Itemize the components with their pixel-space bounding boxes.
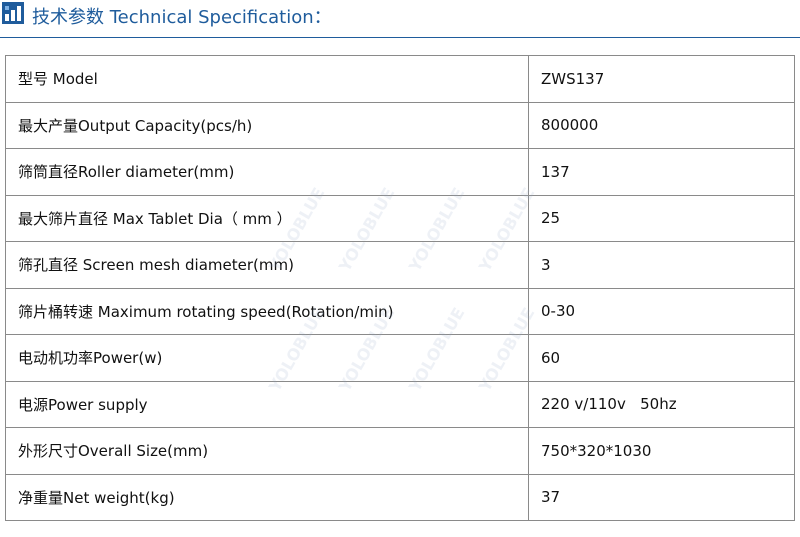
spec-row: 电动机功率Power(w) 60 (5, 334, 795, 382)
spec-name: 筛片桶转速 Maximum rotating speed(Rotation/mi… (5, 287, 529, 335)
spec-name: 最大产量Output Capacity(pcs/h) (5, 101, 529, 149)
spec-row: 筛片桶转速 Maximum rotating speed(Rotation/mi… (5, 287, 795, 335)
spec-name: 净重量Net weight(kg) (5, 473, 529, 521)
spec-name: 电动机功率Power(w) (5, 334, 529, 382)
spec-row: 净重量Net weight(kg) 37 (5, 473, 795, 521)
spec-value: ZWS137 (528, 55, 795, 103)
spec-value: 220 v/110v 50hz (528, 380, 795, 428)
spec-value: 25 (528, 194, 795, 242)
spec-row: 电源Power supply 220 v/110v 50hz (5, 380, 795, 428)
spec-value: 750*320*1030 (528, 427, 795, 475)
spec-value: 137 (528, 148, 795, 196)
spec-name: 筛筒直径Roller diameter(mm) (5, 148, 529, 196)
spec-name: 最大筛片直径 Max Tablet Dia（ mm ） (5, 194, 529, 242)
logo-icon (2, 2, 24, 24)
spec-row: 外形尺寸Overall Size(mm) 750*320*1030 (5, 427, 795, 475)
spec-value: 37 (528, 473, 795, 521)
spec-name: 电源Power supply (5, 380, 529, 428)
spec-value: 3 (528, 241, 795, 289)
spec-row: 筛筒直径Roller diameter(mm) 137 (5, 148, 795, 196)
title: 技术参数 Technical Specification： (32, 7, 332, 28)
spec-value: 60 (528, 334, 795, 382)
spec-row: 最大产量Output Capacity(pcs/h) 800000 (5, 101, 795, 149)
spec-value: 800000 (528, 101, 795, 149)
spec-value: 0-30 (528, 287, 795, 335)
spec-table: 型号 Model ZWS137 最大产量Output Capacity(pcs/h)… (5, 55, 795, 521)
spec-name: 型号 Model (5, 55, 529, 103)
spec-row: 最大筛片直径 Max Tablet Dia（ mm ） 25 (5, 194, 795, 242)
spec-row: 筛孔直径 Screen mesh diameter(mm) 3 (5, 241, 795, 289)
spec-name: 筛孔直径 Screen mesh diameter(mm) (5, 241, 529, 289)
header: 技术参数 Technical Specification： (0, 0, 800, 40)
spec-name: 外形尺寸Overall Size(mm) (5, 427, 529, 475)
divider (0, 37, 800, 38)
spec-row: 型号 Model ZWS137 (5, 55, 795, 103)
